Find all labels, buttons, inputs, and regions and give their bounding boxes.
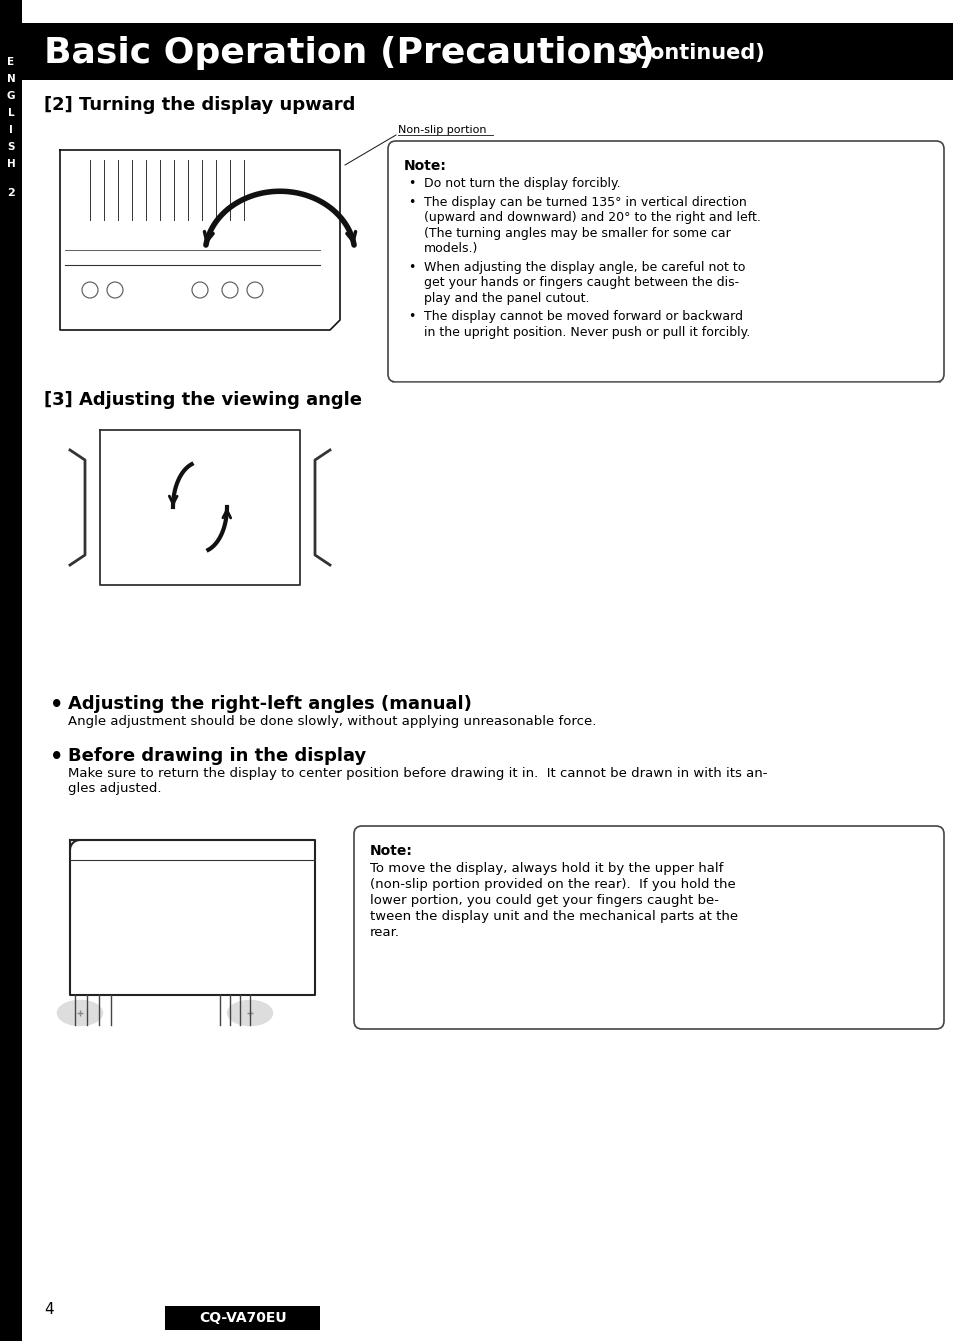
Text: •: •: [50, 747, 63, 767]
Bar: [0, 0, 22, 1341]
Text: gles adjusted.: gles adjusted.: [68, 782, 161, 795]
Text: Basic Operation (Precautions): Basic Operation (Precautions): [44, 36, 655, 70]
Text: Note:: Note:: [403, 160, 446, 173]
Text: •: •: [408, 260, 416, 274]
Text: I: I: [9, 125, 13, 135]
Text: •: •: [50, 695, 63, 715]
Bar: [22, 23, 953, 80]
Text: Make sure to return the display to center position before drawing it in.  It can: Make sure to return the display to cente…: [68, 767, 767, 780]
Bar: [165, 1306, 319, 1330]
Text: (The turning angles may be smaller for some car: (The turning angles may be smaller for s…: [423, 227, 730, 240]
Text: When adjusting the display angle, be careful not to: When adjusting the display angle, be car…: [423, 260, 744, 274]
Text: •: •: [408, 310, 416, 323]
Ellipse shape: [227, 1000, 273, 1026]
Text: The display can be turned 135° in vertical direction: The display can be turned 135° in vertic…: [423, 196, 746, 208]
Text: Do not turn the display forcibly.: Do not turn the display forcibly.: [423, 177, 620, 190]
Text: Non-slip portion: Non-slip portion: [397, 125, 486, 135]
Text: •: •: [408, 177, 416, 190]
Text: H: H: [7, 160, 15, 169]
Ellipse shape: [57, 1000, 102, 1026]
Text: get your hands or fingers caught between the dis-: get your hands or fingers caught between…: [423, 276, 739, 290]
Text: S: S: [8, 142, 14, 152]
Text: 4: 4: [44, 1302, 53, 1317]
FancyBboxPatch shape: [354, 826, 943, 1029]
Text: G: G: [7, 91, 15, 101]
Text: 2: 2: [7, 188, 15, 198]
FancyBboxPatch shape: [388, 141, 943, 382]
Text: (upward and downward) and 20° to the right and left.: (upward and downward) and 20° to the rig…: [423, 211, 760, 224]
Text: Before drawing in the display: Before drawing in the display: [68, 747, 366, 764]
Text: tween the display unit and the mechanical parts at the: tween the display unit and the mechanica…: [370, 911, 738, 923]
Text: [2] Turning the display upward: [2] Turning the display upward: [44, 97, 355, 114]
Text: play and the panel cutout.: play and the panel cutout.: [423, 291, 589, 304]
Text: CQ-VA70EU: CQ-VA70EU: [199, 1311, 287, 1325]
Text: L: L: [8, 109, 14, 118]
Text: [3] Adjusting the viewing angle: [3] Adjusting the viewing angle: [44, 392, 361, 409]
Text: •: •: [408, 196, 416, 208]
Text: Adjusting the right-left angles (manual): Adjusting the right-left angles (manual): [68, 695, 472, 713]
Text: (Continued): (Continued): [618, 43, 764, 63]
Text: rear.: rear.: [370, 927, 399, 939]
Text: models.): models.): [423, 241, 477, 255]
Text: in the upright position. Never push or pull it forcibly.: in the upright position. Never push or p…: [423, 326, 749, 338]
Text: lower portion, you could get your fingers caught be-: lower portion, you could get your finger…: [370, 894, 719, 907]
Text: The display cannot be moved forward or backward: The display cannot be moved forward or b…: [423, 310, 742, 323]
Text: E: E: [8, 58, 14, 67]
Text: (non-slip portion provided on the rear).  If you hold the: (non-slip portion provided on the rear).…: [370, 878, 735, 890]
Text: N: N: [7, 74, 15, 84]
Text: Note:: Note:: [370, 843, 413, 858]
Text: Angle adjustment should be done slowly, without applying unreasonable force.: Angle adjustment should be done slowly, …: [68, 715, 596, 728]
Text: To move the display, always hold it by the upper half: To move the display, always hold it by t…: [370, 862, 722, 874]
